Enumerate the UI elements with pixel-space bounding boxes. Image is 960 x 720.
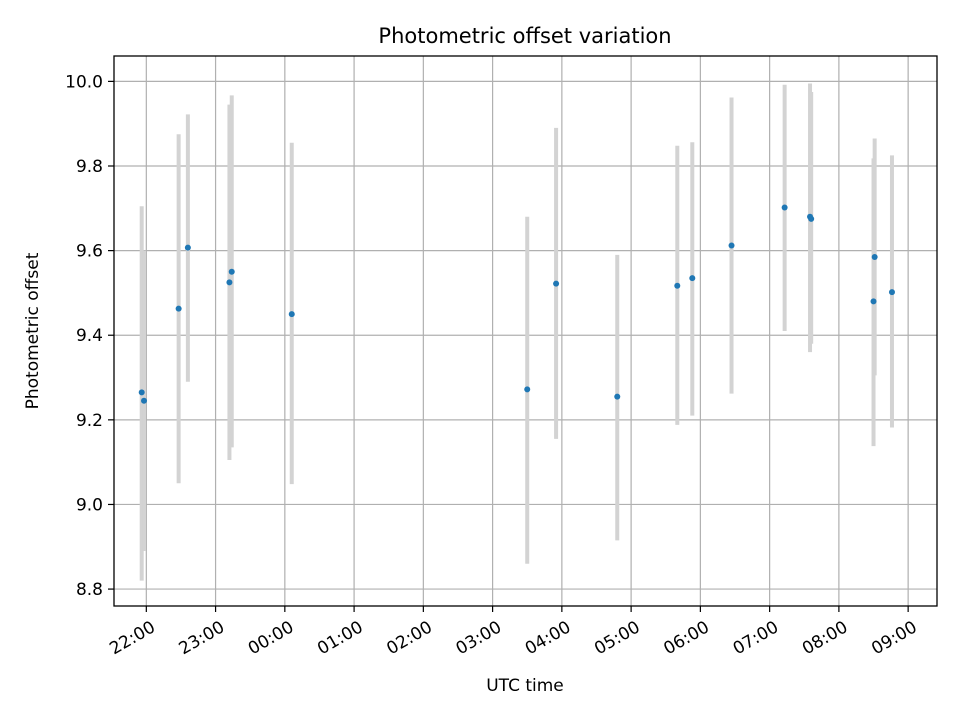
data-point bbox=[870, 298, 877, 305]
x-tick-label: 22:00 bbox=[106, 617, 158, 659]
data-point bbox=[888, 289, 895, 296]
data-point bbox=[288, 311, 295, 318]
data-points bbox=[138, 204, 895, 404]
x-tick-label: 05:00 bbox=[591, 617, 643, 659]
data-point bbox=[871, 253, 878, 260]
x-axis-label: UTC time bbox=[486, 676, 564, 696]
y-tick-labels: 8.8 9.0 9.2 9.4 9.6 9.8 10.0 bbox=[65, 72, 103, 600]
x-tick-label: 04:00 bbox=[522, 617, 574, 659]
y-tick-label: 10.0 bbox=[65, 72, 103, 92]
y-tick-label: 9.4 bbox=[76, 326, 103, 346]
x-tick-label: 07:00 bbox=[730, 617, 782, 659]
y-tick-label: 9.8 bbox=[76, 157, 103, 177]
y-tick-label: 9.6 bbox=[76, 242, 103, 262]
x-tick-label: 00:00 bbox=[245, 617, 297, 659]
y-tick-label: 9.0 bbox=[76, 495, 103, 515]
data-point bbox=[524, 386, 531, 393]
data-point bbox=[614, 393, 621, 400]
x-tick-label: 06:00 bbox=[660, 617, 712, 659]
data-point bbox=[674, 282, 681, 289]
y-axis-label: Photometric offset bbox=[23, 252, 43, 409]
data-point bbox=[781, 204, 788, 211]
x-tick-label: 08:00 bbox=[799, 617, 851, 659]
y-tick-label: 8.8 bbox=[76, 580, 103, 600]
data-point bbox=[228, 268, 235, 275]
x-tick-labels: 22:00 23:00 00:00 01:00 02:00 03:00 04:00 05:00… bbox=[106, 617, 920, 659]
data-point bbox=[226, 279, 233, 286]
data-point bbox=[138, 389, 145, 396]
data-point bbox=[175, 305, 182, 312]
x-tick-label: 01:00 bbox=[314, 617, 366, 659]
data-point bbox=[184, 244, 191, 251]
data-point bbox=[553, 280, 560, 287]
data-point bbox=[808, 215, 815, 222]
error-bars bbox=[139, 83, 894, 581]
x-tick-label: 02:00 bbox=[383, 617, 435, 659]
plot-frame bbox=[113, 55, 938, 607]
data-point bbox=[141, 397, 148, 404]
axis-ticks bbox=[108, 80, 909, 612]
data-point bbox=[728, 242, 735, 249]
data-point bbox=[689, 275, 696, 282]
chart-title: Photometric offset variation bbox=[378, 24, 671, 48]
x-tick-label: 09:00 bbox=[868, 617, 920, 659]
y-tick-label: 9.2 bbox=[76, 411, 103, 431]
x-tick-label: 23:00 bbox=[176, 617, 228, 659]
x-tick-label: 03:00 bbox=[453, 617, 505, 659]
